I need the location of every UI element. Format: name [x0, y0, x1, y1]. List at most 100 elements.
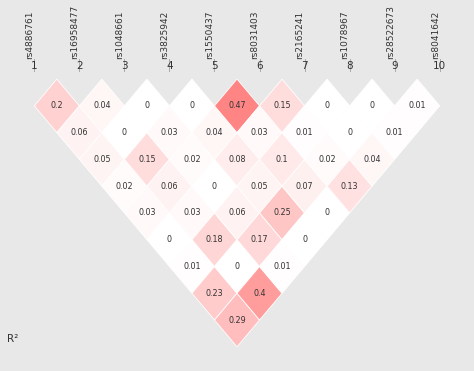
Text: 0.15: 0.15	[273, 101, 291, 110]
Polygon shape	[305, 79, 350, 132]
Text: 0.15: 0.15	[138, 155, 156, 164]
Text: 0.04: 0.04	[364, 155, 381, 164]
Text: 4: 4	[166, 61, 173, 71]
Text: rs1550437: rs1550437	[205, 10, 214, 59]
Text: R²: R²	[7, 334, 18, 344]
Polygon shape	[214, 240, 260, 293]
Polygon shape	[350, 132, 395, 186]
Polygon shape	[169, 132, 214, 186]
Text: 0.05: 0.05	[93, 155, 111, 164]
Text: 0: 0	[347, 128, 352, 137]
Polygon shape	[372, 106, 417, 160]
Polygon shape	[260, 132, 305, 186]
Polygon shape	[192, 266, 237, 320]
Polygon shape	[282, 160, 327, 213]
Text: rs8031403: rs8031403	[251, 10, 260, 59]
Text: 0.18: 0.18	[206, 235, 223, 244]
Text: 0.06: 0.06	[228, 209, 246, 217]
Text: 0.03: 0.03	[161, 128, 178, 137]
Polygon shape	[124, 132, 169, 186]
Text: 0.47: 0.47	[228, 101, 246, 110]
Text: rs2165241: rs2165241	[296, 10, 305, 59]
Polygon shape	[169, 186, 214, 240]
Polygon shape	[79, 79, 124, 132]
Text: 0.01: 0.01	[183, 262, 201, 271]
Text: 0.4: 0.4	[253, 289, 266, 298]
Text: 0.07: 0.07	[296, 182, 313, 191]
Polygon shape	[214, 132, 260, 186]
Polygon shape	[350, 79, 395, 132]
Text: 0.29: 0.29	[228, 315, 246, 325]
Polygon shape	[147, 106, 192, 160]
Polygon shape	[102, 106, 147, 160]
Polygon shape	[192, 106, 237, 160]
Text: 3: 3	[121, 61, 128, 71]
Text: 0.02: 0.02	[183, 155, 201, 164]
Text: rs1078967: rs1078967	[341, 10, 350, 59]
Polygon shape	[169, 240, 214, 293]
Polygon shape	[102, 160, 147, 213]
Text: 0: 0	[370, 101, 374, 110]
Polygon shape	[327, 160, 372, 213]
Text: 7: 7	[301, 61, 308, 71]
Polygon shape	[327, 106, 372, 160]
Polygon shape	[305, 132, 350, 186]
Text: 8: 8	[346, 61, 353, 71]
Text: 0.04: 0.04	[93, 101, 110, 110]
Text: 0.05: 0.05	[251, 182, 268, 191]
Polygon shape	[147, 213, 192, 266]
Text: 5: 5	[211, 61, 218, 71]
Polygon shape	[124, 79, 169, 132]
Text: 0.02: 0.02	[318, 155, 336, 164]
Text: 0.01: 0.01	[296, 128, 313, 137]
Text: 0.2: 0.2	[51, 101, 63, 110]
Text: 0.02: 0.02	[116, 182, 133, 191]
Polygon shape	[57, 106, 102, 160]
Text: 0.17: 0.17	[251, 235, 268, 244]
Text: 0: 0	[325, 209, 329, 217]
Text: 0: 0	[167, 235, 172, 244]
Text: 0: 0	[302, 235, 307, 244]
Text: rs16958477: rs16958477	[70, 4, 79, 59]
Text: 0: 0	[145, 101, 149, 110]
Text: 0.13: 0.13	[341, 182, 358, 191]
Text: 0.03: 0.03	[138, 209, 155, 217]
Polygon shape	[214, 293, 260, 347]
Polygon shape	[214, 79, 260, 132]
Text: rs1048661: rs1048661	[115, 10, 124, 59]
Polygon shape	[79, 132, 124, 186]
Polygon shape	[192, 160, 237, 213]
Text: 0.01: 0.01	[409, 101, 426, 110]
Text: 10: 10	[433, 61, 446, 71]
Polygon shape	[260, 240, 305, 293]
Polygon shape	[34, 79, 79, 132]
Text: 0: 0	[235, 262, 239, 271]
Polygon shape	[237, 266, 282, 320]
Text: 0.25: 0.25	[273, 209, 291, 217]
Text: rs8041642: rs8041642	[431, 10, 440, 59]
Text: 0.04: 0.04	[206, 128, 223, 137]
Text: 0.1: 0.1	[276, 155, 288, 164]
Polygon shape	[237, 106, 282, 160]
Polygon shape	[237, 160, 282, 213]
Text: 0.03: 0.03	[183, 209, 201, 217]
Text: rs28522673: rs28522673	[386, 5, 395, 59]
Text: 0: 0	[212, 182, 217, 191]
Text: rs4886761: rs4886761	[25, 10, 34, 59]
Text: 0.01: 0.01	[273, 262, 291, 271]
Text: 2: 2	[76, 61, 82, 71]
Text: 0.03: 0.03	[251, 128, 268, 137]
Text: 0: 0	[325, 101, 329, 110]
Polygon shape	[260, 186, 305, 240]
Polygon shape	[282, 106, 327, 160]
Polygon shape	[147, 160, 192, 213]
Polygon shape	[260, 79, 305, 132]
Text: 9: 9	[392, 61, 398, 71]
Text: 0.06: 0.06	[71, 128, 88, 137]
Polygon shape	[214, 186, 260, 240]
Polygon shape	[395, 79, 440, 132]
Text: 0: 0	[122, 128, 127, 137]
Polygon shape	[124, 186, 169, 240]
Text: 0: 0	[190, 101, 194, 110]
Text: 0.23: 0.23	[206, 289, 223, 298]
